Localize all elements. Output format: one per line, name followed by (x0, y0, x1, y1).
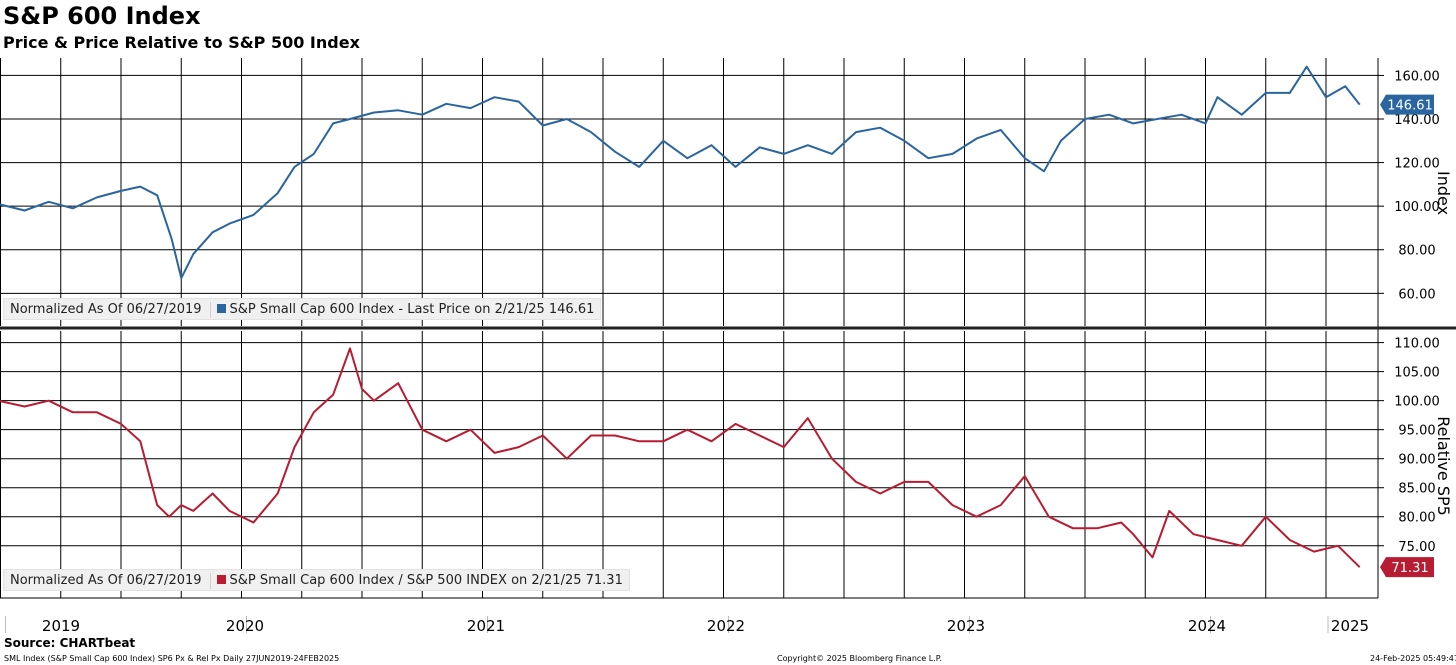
x-tick-label: 2019 (42, 617, 80, 635)
footer-description: SML Index (S&P Small Cap 600 Index) SP6 … (4, 654, 340, 663)
price-legend-note: Normalized As Of 06/27/2019 (10, 302, 202, 317)
relative-ytick-label: 100.00 (1394, 395, 1440, 410)
relative-y-axis-title: Relative SP5 (1434, 416, 1453, 516)
chart-title: S&P 600 Index (3, 2, 201, 30)
price-ytick-label: 60.00 (1398, 287, 1435, 302)
relative-legend-swatch (216, 575, 226, 584)
price-series-line (0, 65, 1361, 280)
x-tick-label: 2025 (1331, 617, 1369, 635)
relative-legend: Normalized As Of 06/27/2019 S&P Small Cap… (3, 569, 630, 591)
price-ytick-label: 160.00 (1394, 69, 1440, 84)
price-ytick-label: 100.00 (1394, 200, 1440, 215)
relative-last-value-label: 71.31 (1391, 561, 1428, 576)
x-tick-label: 2021 (467, 617, 505, 635)
x-tick-label: 2024 (1188, 617, 1226, 635)
price-legend-swatch (216, 304, 226, 313)
price-y-axis-title: Index (1434, 171, 1453, 215)
relative-ytick-label: 75.00 (1398, 540, 1435, 555)
x-tick-label: 2022 (707, 617, 745, 635)
relative-ytick-label: 90.00 (1398, 453, 1435, 468)
price-last-value-tag (1380, 94, 1434, 115)
price-legend-label: S&P Small Cap 600 Index - Last Price on … (229, 302, 595, 317)
x-tick-label: 2020 (226, 617, 264, 635)
source-label: Source: CHARTbeat (4, 636, 136, 650)
price-last-value-label: 146.61 (1387, 99, 1433, 114)
x-tick-label: 2023 (947, 617, 985, 635)
price-ytick-label: 120.00 (1394, 157, 1440, 172)
relative-legend-label: S&P Small Cap 600 Index / S&P 500 INDEX … (229, 573, 623, 588)
relative-ytick-label: 95.00 (1398, 424, 1435, 439)
relative-legend-note: Normalized As Of 06/27/2019 (10, 573, 202, 588)
relative-ytick-label: 105.00 (1394, 366, 1440, 381)
relative-ytick-label: 110.00 (1394, 337, 1440, 352)
price-ytick-label: 140.00 (1394, 113, 1440, 128)
relative-last-value-tag (1380, 557, 1434, 578)
footer-copyright: Copyright© 2025 Bloomberg Finance L.P. (777, 654, 942, 663)
relative-series-line (0, 347, 1361, 568)
chart-subtitle: Price & Price Relative to S&P 500 Index (3, 33, 360, 52)
price-legend: Normalized As Of 06/27/2019 S&P Small Cap… (3, 298, 602, 320)
footer-timestamp: 24-Feb-2025 05:49:47 (1370, 654, 1456, 663)
price-ytick-label: 80.00 (1398, 244, 1435, 259)
relative-ytick-label: 80.00 (1398, 511, 1435, 526)
relative-ytick-label: 85.00 (1398, 482, 1435, 497)
